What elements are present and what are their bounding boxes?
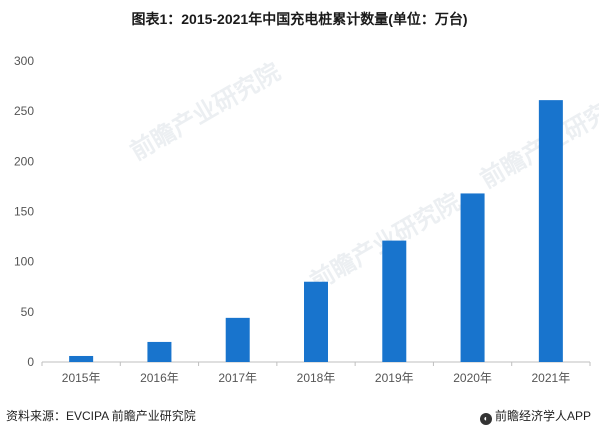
y-tick-label: 150 [14, 205, 34, 219]
bar [538, 100, 563, 362]
bar [147, 341, 172, 362]
y-tick-label: 100 [14, 255, 34, 269]
chart-title: 图表1：2015-2021年中国充电桩累计数量(单位：万台) [131, 11, 468, 27]
brand: ◐ 前瞻经济学人APP [479, 407, 591, 425]
bar-chart: 0 50 100 150 200 250 300 2015年 2016年 2017年 2018年 20… [14, 54, 591, 385]
y-tick-label: 300 [14, 54, 34, 68]
qianzhan-logo-icon: ◐ [479, 413, 492, 425]
x-tick-label: 2015年 [62, 371, 101, 385]
bar [225, 317, 250, 362]
bar [382, 240, 407, 362]
footer: 资料来源：EVCIPA 前瞻产业研究院 ◐ 前瞻经济学人APP [0, 399, 599, 435]
source-note: 资料来源：EVCIPA 前瞻产业研究院 [6, 409, 196, 423]
x-tick-label: 2018年 [297, 371, 336, 385]
y-tick-label: 50 [21, 305, 35, 319]
bar [460, 193, 485, 362]
y-tick-label: 200 [14, 154, 34, 168]
x-tick-label: 2017年 [218, 371, 257, 385]
bar [69, 355, 94, 362]
x-tick-label: 2020年 [453, 371, 492, 385]
x-tick-label: 2019年 [375, 371, 414, 385]
y-tick-label: 250 [14, 104, 34, 118]
y-tick-label: 0 [27, 355, 34, 369]
x-tick-label: 2021年 [532, 371, 571, 385]
bar [304, 281, 328, 362]
brand-label: 前瞻经济学人APP [494, 409, 591, 423]
x-tick-label: 2016年 [140, 371, 179, 385]
